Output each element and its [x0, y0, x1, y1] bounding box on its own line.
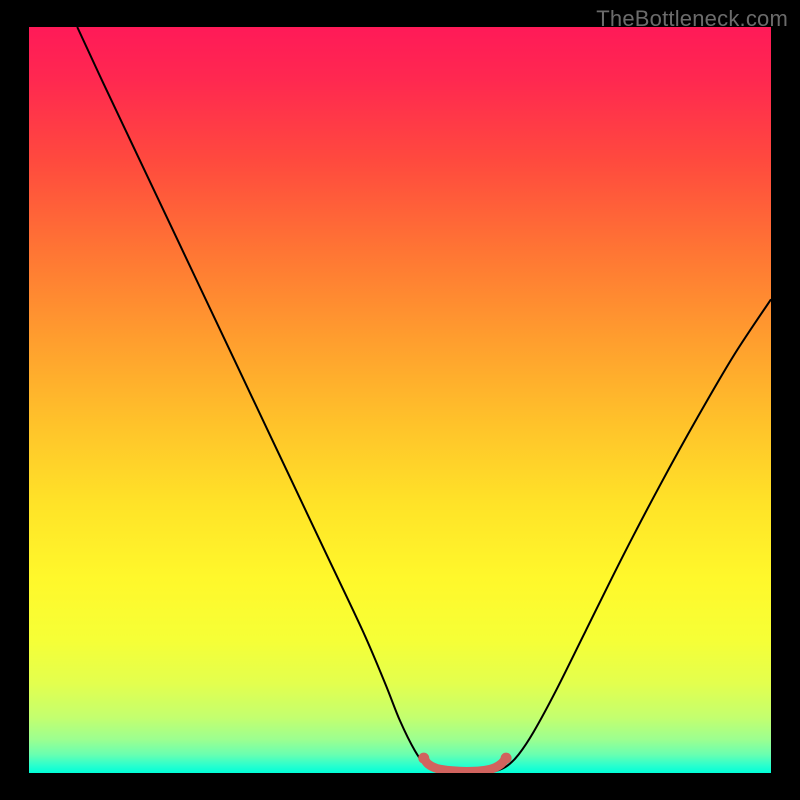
optimal-range-end-dot — [501, 753, 512, 764]
plot-area — [29, 27, 771, 773]
chart-container: TheBottleneck.com — [0, 0, 800, 800]
chart-svg — [29, 27, 771, 773]
watermark-text: TheBottleneck.com — [596, 6, 788, 32]
gradient-background — [29, 27, 771, 773]
optimal-range-start-dot — [418, 753, 429, 764]
